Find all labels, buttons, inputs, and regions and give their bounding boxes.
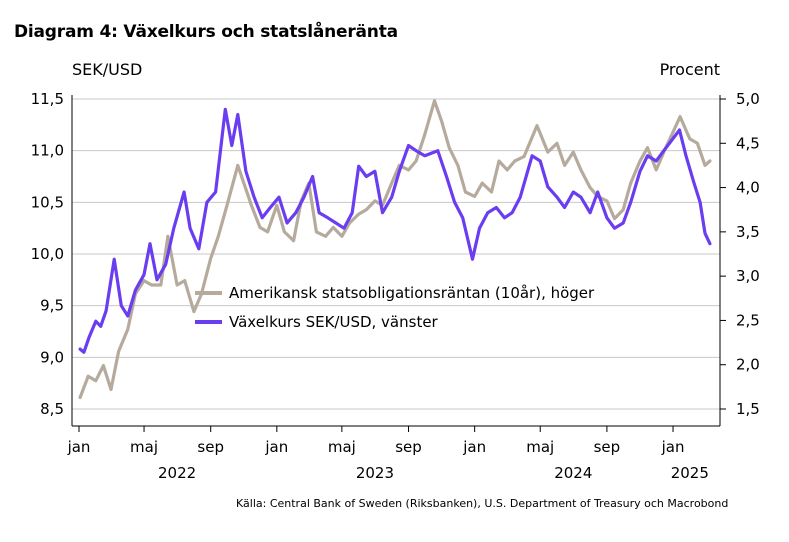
x-tick-label: maj (328, 438, 356, 456)
series-line-us-yield (78, 99, 712, 400)
legend-label: Amerikansk statsobligationsräntan (10år)… (229, 284, 595, 302)
x-tick-label: maj (130, 438, 158, 456)
left-axis-label: SEK/USD (72, 60, 143, 79)
x-tick-label: maj (526, 438, 554, 456)
series-line-sek-usd (78, 107, 712, 354)
y-tick-right: 4,5 (736, 134, 760, 152)
x-year-label: 2024 (554, 464, 592, 482)
y-tick-right: 2,0 (736, 356, 760, 374)
y-tick-left: 9,5 (40, 297, 64, 315)
y-tick-right: 3,5 (736, 223, 760, 241)
y-tick-left: 10,5 (31, 193, 64, 211)
y-tick-right: 4,0 (736, 179, 760, 197)
y-tick-right: 2,5 (736, 311, 760, 329)
y-tick-right: 3,0 (736, 267, 760, 285)
x-tick-label: jan (462, 438, 486, 456)
y-tick-left: 9,0 (40, 348, 64, 366)
y-tick-left: 11,0 (31, 142, 64, 160)
chart-title: Diagram 4: Växelkurs och statslåneränta (14, 22, 398, 42)
source-note: Källa: Central Bank of Sweden (Riksbanke… (236, 497, 729, 510)
x-tick-label: sep (395, 438, 422, 456)
x-year-label: 2023 (356, 464, 394, 482)
legend-label: Växelkurs SEK/USD, vänster (229, 313, 439, 331)
x-tick-label: jan (661, 438, 685, 456)
y-tick-left: 11,5 (31, 90, 64, 108)
y-tick-left: 10,0 (31, 245, 64, 263)
x-tick-label: jan (264, 438, 288, 456)
x-year-label: 2025 (671, 464, 709, 482)
x-tick-label: sep (594, 438, 621, 456)
x-tick-label: jan (67, 438, 91, 456)
right-axis-label: Procent (659, 60, 720, 79)
y-tick-left: 8,5 (40, 400, 64, 418)
y-tick-right: 5,0 (736, 90, 760, 108)
x-tick-label: sep (197, 438, 224, 456)
y-tick-right: 1,5 (736, 400, 760, 418)
x-year-label: 2022 (158, 464, 196, 482)
